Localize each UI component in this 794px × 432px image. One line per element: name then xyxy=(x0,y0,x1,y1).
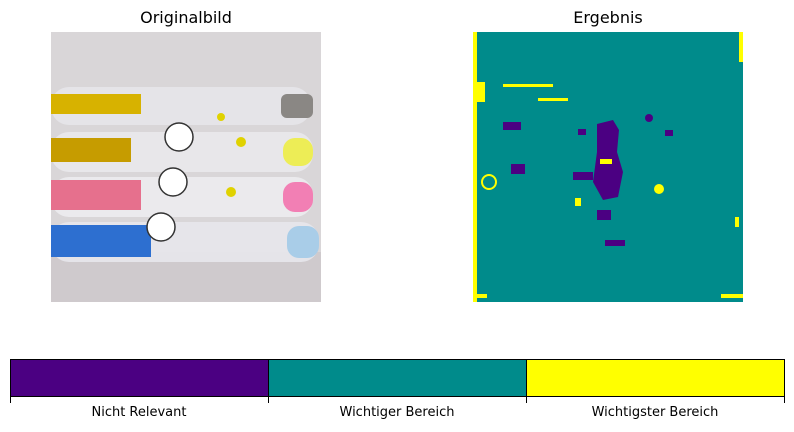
colorbar-segment-important xyxy=(268,360,526,396)
original-image-title: Originalbild xyxy=(140,8,232,27)
colorbar-tick xyxy=(10,397,11,403)
result-image-title: Ergebnis xyxy=(573,8,643,27)
original-image xyxy=(51,32,321,302)
colorbar-label-important: Wichtiger Bereich xyxy=(339,405,455,420)
colorbar-segment-most-important xyxy=(526,360,784,396)
legend-colorbar xyxy=(10,359,785,397)
colorbar-segment-not-relevant xyxy=(11,360,268,396)
result-image xyxy=(473,32,743,302)
colorbar-tick xyxy=(784,397,785,403)
colorbar-label-not-relevant: Nicht Relevant xyxy=(91,405,187,420)
colorbar-tick xyxy=(268,397,269,403)
colorbar-label-most-important: Wichtigster Bereich xyxy=(591,405,719,420)
colorbar-tick xyxy=(526,397,527,403)
